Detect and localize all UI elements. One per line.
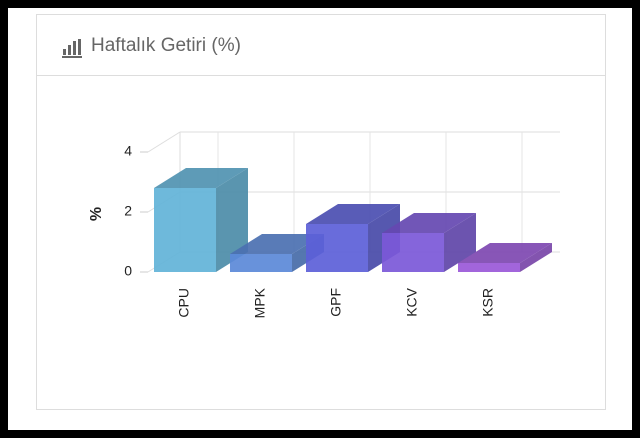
bar-side bbox=[444, 213, 476, 272]
bar bbox=[154, 188, 216, 272]
y-axis-label: % bbox=[88, 207, 105, 221]
bar-top bbox=[306, 204, 400, 224]
panel: Haftalık Getiri (%) bbox=[36, 14, 606, 410]
bar bbox=[306, 224, 368, 272]
bar-3d bbox=[458, 243, 552, 272]
bar-top bbox=[458, 243, 552, 263]
bar-top bbox=[230, 234, 324, 254]
x-tick-label: GPF bbox=[328, 288, 344, 317]
panel-header: Haftalık Getiri (%) bbox=[37, 15, 605, 76]
chart-icon bbox=[62, 39, 82, 58]
bar-side bbox=[520, 243, 552, 272]
y-tick-label: 0 bbox=[124, 263, 132, 279]
x-tick-label: KCV bbox=[404, 287, 420, 316]
bar bbox=[382, 233, 444, 272]
x-tick-label: KSR bbox=[480, 288, 496, 317]
grid-line bbox=[147, 131, 181, 153]
bar-top bbox=[154, 168, 248, 188]
y-tick-label: 4 bbox=[124, 143, 132, 159]
x-tick-label: CPU bbox=[176, 288, 192, 318]
panel-title: Haftalık Getiri (%) bbox=[91, 35, 241, 56]
y-tick-label: 2 bbox=[124, 203, 132, 219]
bar bbox=[458, 263, 520, 272]
bar-side bbox=[216, 168, 248, 272]
bar-3d bbox=[382, 213, 476, 272]
x-tick-label: MPK bbox=[252, 287, 268, 318]
bar bbox=[230, 254, 292, 272]
bar-3d bbox=[154, 168, 248, 272]
bar-top bbox=[382, 213, 476, 233]
